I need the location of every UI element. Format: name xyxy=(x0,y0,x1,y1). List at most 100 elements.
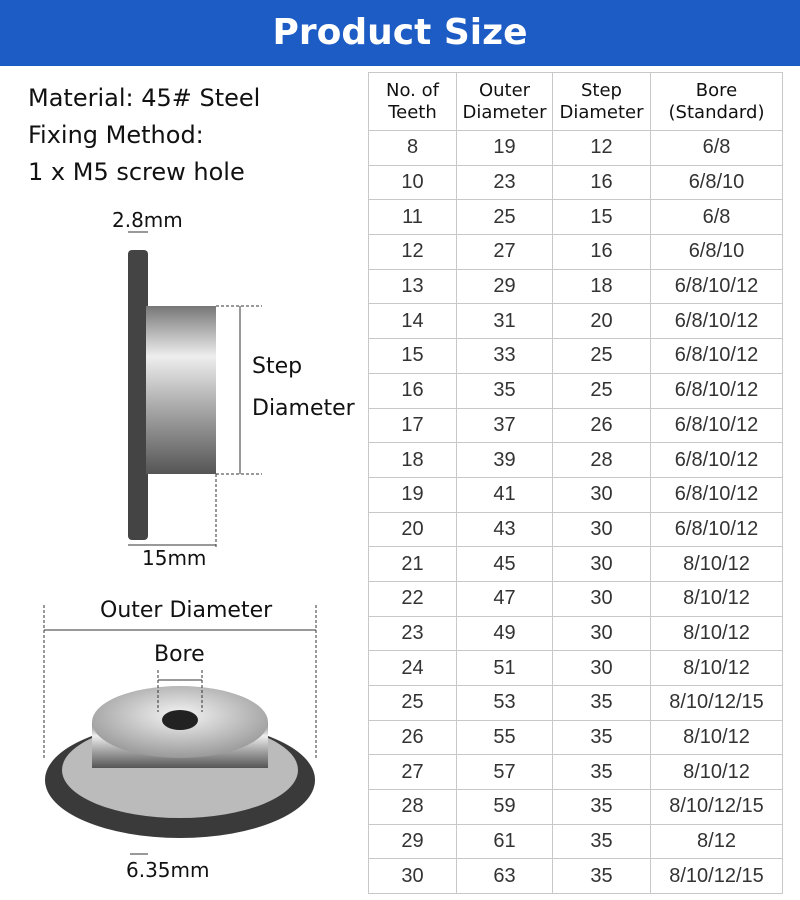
table-cell: 23 xyxy=(368,615,457,652)
header-line: No. of xyxy=(386,79,439,101)
table-row: 26 55 35 8/10/12 xyxy=(368,719,783,756)
table-cell: 8/10/12 xyxy=(650,650,783,686)
table-cell: 29 xyxy=(456,268,553,305)
table-cell: 6/8/10/12 xyxy=(650,338,783,374)
table-cell: 30 xyxy=(552,476,651,513)
page-title: Product Size xyxy=(0,0,800,66)
table-cell: 6/8/10/12 xyxy=(650,476,783,513)
table-cell: 6/8/10/12 xyxy=(650,407,783,444)
table-cell: 16 xyxy=(552,164,651,201)
table-cell: 8 xyxy=(368,130,457,166)
table-cell: 15 xyxy=(368,338,457,374)
table-cell: 45 xyxy=(456,546,553,582)
table-cell: 18 xyxy=(552,268,651,305)
table-cell: 35 xyxy=(456,372,553,409)
table-row: 13 29 18 6/8/10/12 xyxy=(368,268,783,305)
table-cell: 20 xyxy=(368,511,457,548)
size-table: No. of Teeth Outer Diameter Step Diameter Bore… xyxy=(368,72,783,895)
table-cell: 20 xyxy=(552,303,651,340)
table-cell: 35 xyxy=(552,823,651,860)
table-row: 14 31 20 6/8/10/12 xyxy=(368,303,783,340)
header-line: Diameter xyxy=(462,101,547,123)
top-view xyxy=(43,605,317,855)
table-header: No. of Teeth Outer Diameter Step Diameter Bore… xyxy=(368,72,783,131)
table-cell: 21 xyxy=(368,546,457,582)
table-row: 11 25 15 6/8 xyxy=(368,199,783,236)
table-cell: 35 xyxy=(552,719,651,756)
table-cell: 12 xyxy=(552,130,651,166)
table-cell: 33 xyxy=(456,338,553,374)
table-cell: 25 xyxy=(456,199,553,236)
table-cell: 6/8/10/12 xyxy=(650,442,783,478)
table-cell: 6/8/10/12 xyxy=(650,372,783,409)
table-cell: 23 xyxy=(456,164,553,201)
table-row: 10 23 16 6/8/10 xyxy=(368,164,783,201)
screw-text: 1 x M5 screw hole xyxy=(28,158,245,186)
table-cell: 28 xyxy=(368,789,457,825)
table-cell: 57 xyxy=(456,754,553,791)
table-cell: 27 xyxy=(456,234,553,270)
table-cell: 29 xyxy=(368,823,457,860)
table-row: 20 43 30 6/8/10/12 xyxy=(368,511,783,548)
table-cell: 41 xyxy=(456,476,553,513)
table-cell: 30 xyxy=(368,858,457,895)
table-cell: 43 xyxy=(456,511,553,548)
column-header: Step Diameter xyxy=(552,72,651,131)
table-cell: 15 xyxy=(552,199,651,236)
table-cell: 22 xyxy=(368,580,457,617)
table-cell: 8/10/12 xyxy=(650,615,783,652)
table-cell: 25 xyxy=(552,372,651,409)
table-cell: 25 xyxy=(552,338,651,374)
header-line: (Standard) xyxy=(668,101,765,123)
table-row: 21 45 30 8/10/12 xyxy=(368,546,783,582)
table-cell: 30 xyxy=(552,511,651,548)
table-cell: 6/8/10 xyxy=(650,234,783,270)
table-cell: 19 xyxy=(456,130,553,166)
table-cell: 25 xyxy=(368,685,457,721)
table-row: 28 59 35 8/10/12/15 xyxy=(368,789,783,825)
table-cell: 6/8/10/12 xyxy=(650,303,783,340)
material-text: Material: 45# Steel xyxy=(28,84,261,112)
table-cell: 8/10/12 xyxy=(650,580,783,617)
side-view xyxy=(128,231,262,548)
table-cell: 31 xyxy=(456,303,553,340)
table-cell: 8/10/12 xyxy=(650,719,783,756)
thickness-label: 2.8mm xyxy=(112,208,183,232)
table-cell: 35 xyxy=(552,754,651,791)
table-cell: 10 xyxy=(368,164,457,201)
table-cell: 39 xyxy=(456,442,553,478)
table-row: 17 37 26 6/8/10/12 xyxy=(368,407,783,444)
table-cell: 28 xyxy=(552,442,651,478)
table-cell: 18 xyxy=(368,442,457,478)
table-cell: 27 xyxy=(368,754,457,791)
table-cell: 8/12 xyxy=(650,823,783,860)
table-cell: 13 xyxy=(368,268,457,305)
table-cell: 6/8/10/12 xyxy=(650,268,783,305)
table-cell: 49 xyxy=(456,615,553,652)
table-row: 30 63 35 8/10/12/15 xyxy=(368,858,783,895)
step-label-1: Step xyxy=(252,354,303,379)
table-row: 18 39 28 6/8/10/12 xyxy=(368,442,783,478)
table-row: 16 35 25 6/8/10/12 xyxy=(368,372,783,409)
table-cell: 47 xyxy=(456,580,553,617)
table-cell: 19 xyxy=(368,476,457,513)
header-line: Diameter xyxy=(559,101,644,123)
table-cell: 30 xyxy=(552,546,651,582)
column-header: Outer Diameter xyxy=(456,72,553,131)
table-cell: 35 xyxy=(552,789,651,825)
table-cell: 8/10/12/15 xyxy=(650,858,783,895)
table-row: 29 61 35 8/12 xyxy=(368,823,783,860)
table-cell: 35 xyxy=(552,858,651,895)
table-row: 8 19 12 6/8 xyxy=(368,130,783,166)
table-cell: 6/8 xyxy=(650,199,783,236)
table-row: 24 51 30 8/10/12 xyxy=(368,650,783,686)
table-row: 12 27 16 6/8/10 xyxy=(368,234,783,270)
table-cell: 6/8/10 xyxy=(650,164,783,201)
hub-length-label: 15mm xyxy=(142,546,207,570)
table-cell: 37 xyxy=(456,407,553,444)
table-cell: 61 xyxy=(456,823,553,860)
table-cell: 14 xyxy=(368,303,457,340)
column-header: Bore (Standard) xyxy=(650,72,783,131)
table-cell: 24 xyxy=(368,650,457,686)
table-row: 22 47 30 8/10/12 xyxy=(368,580,783,617)
